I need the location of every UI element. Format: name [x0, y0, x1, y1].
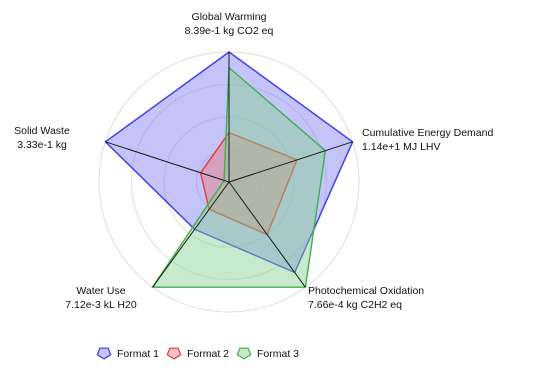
- legend-label-1: Format 1: [117, 348, 159, 360]
- legend: Format 1 Format 2 Format 3: [96, 347, 299, 360]
- axis-spoke-3: [228, 181, 306, 288]
- legend-marker-3: [236, 347, 252, 360]
- spoke-layer: [105, 52, 353, 288]
- axis-label-3: Photochemical Oxidation: [308, 285, 424, 297]
- legend-label-2: Format 2: [187, 348, 229, 360]
- axis-labels: Global Warming 8.39e-1 kg CO2 eq Cumulativ…: [14, 11, 493, 311]
- axis-label-5: Solid Waste: [14, 125, 70, 137]
- legend-marker-1: [96, 347, 112, 360]
- axis-max-label-4: 7.12e-3 kL H20: [65, 299, 137, 311]
- series-polygon-3: [151, 66, 327, 288]
- axis-spoke-2: [228, 141, 353, 183]
- axis-spoke-4: [152, 181, 230, 288]
- axis-max-label-3: 7.66e-4 kg C2H2 eq: [308, 299, 402, 311]
- axis-max-label-1: 8.39e-1 kg CO2 eq: [185, 25, 274, 37]
- axis-label-1: Global Warming: [192, 11, 267, 23]
- axis-label-4: Water Use: [76, 285, 125, 297]
- axis-max-label-2: 1.14e+1 MJ LHV: [362, 141, 441, 153]
- axis-label-2: Cumulative Energy Demand: [362, 127, 493, 139]
- axis-max-label-5: 3.33e-1 kg: [17, 139, 67, 151]
- legend-marker-2: [166, 347, 182, 360]
- legend-label-3: Format 3: [257, 348, 299, 360]
- axis-spoke-5: [105, 141, 230, 183]
